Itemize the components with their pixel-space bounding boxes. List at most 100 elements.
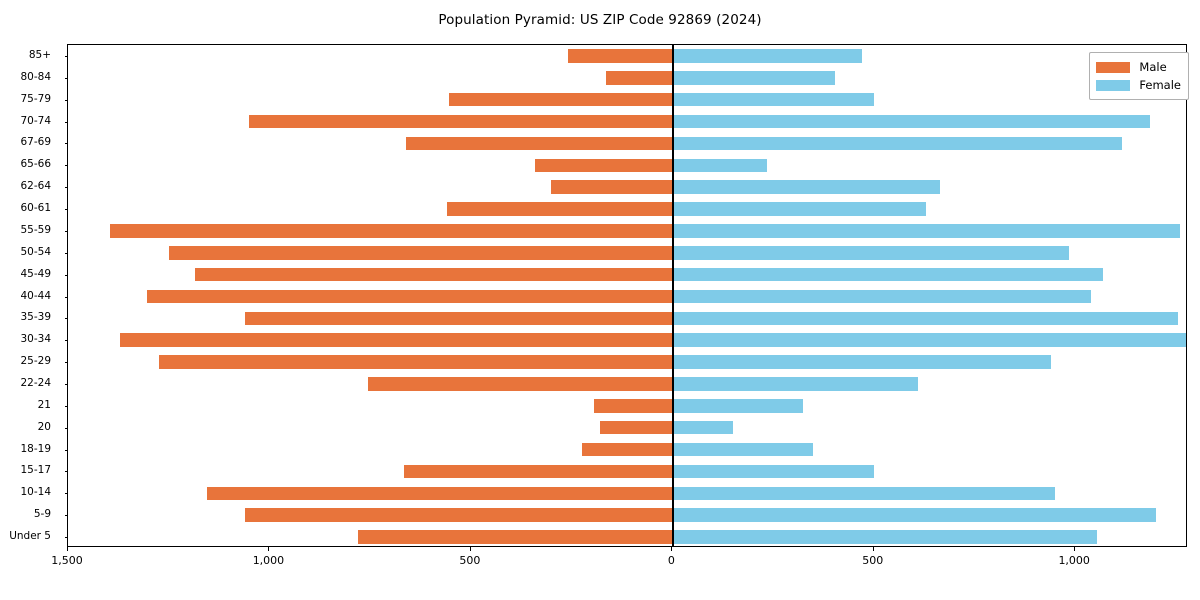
y-axis-tick-mark: [64, 143, 68, 145]
y-axis-tick-label: 15-17: [20, 464, 51, 477]
bar-female[interactable]: [672, 267, 1104, 282]
bar-male[interactable]: [567, 49, 673, 63]
y-axis-tick-label: 10-14: [20, 486, 51, 499]
y-axis-tick-mark: [64, 165, 68, 167]
y-axis-tick-label: 20: [37, 420, 51, 433]
bar-male[interactable]: [448, 92, 673, 107]
x-axis-tick-label: 500: [459, 554, 481, 567]
bar-male[interactable]: [406, 136, 673, 151]
bar-male[interactable]: [593, 399, 673, 413]
legend-entry-female[interactable]: Female: [1096, 76, 1181, 94]
bar-female[interactable]: [672, 158, 767, 173]
bar-male[interactable]: [120, 333, 673, 347]
bar-row: [68, 158, 1186, 173]
y-axis-tick-mark: [64, 209, 68, 211]
bar-female[interactable]: [672, 49, 862, 63]
bar-male[interactable]: [535, 158, 673, 173]
bar-male[interactable]: [245, 311, 673, 326]
bar-row: [68, 202, 1186, 216]
bar-female[interactable]: [672, 245, 1070, 260]
bar-male[interactable]: [581, 442, 673, 457]
y-axis-tick-label: 35-39: [20, 311, 51, 324]
bar-female[interactable]: [672, 464, 874, 479]
y-axis-tick-mark: [64, 362, 68, 364]
bar-row: [68, 442, 1186, 457]
y-axis-tick-mark: [64, 427, 68, 429]
bar-female[interactable]: [672, 333, 1186, 347]
bar-female[interactable]: [672, 136, 1122, 151]
zero-axis-line: [672, 45, 674, 546]
bar-row: [68, 71, 1186, 85]
y-axis-tick-mark: [64, 318, 68, 320]
bar-female[interactable]: [672, 530, 1098, 544]
bar-row: [68, 180, 1186, 194]
bar-male[interactable]: [158, 355, 673, 369]
bar-female[interactable]: [672, 180, 941, 194]
y-axis-tick-labels: Under 5 5-9 10-14 15-17 18-19 20 21 22-24 25-29 3…: [0, 44, 59, 547]
bar-female[interactable]: [672, 92, 874, 107]
bar-male[interactable]: [551, 180, 673, 194]
y-axis-tick-mark: [64, 493, 68, 495]
bar-female[interactable]: [672, 420, 733, 435]
bar-male[interactable]: [249, 114, 673, 129]
bar-row: [68, 530, 1186, 544]
bar-female[interactable]: [672, 311, 1178, 326]
bar-male[interactable]: [110, 224, 673, 238]
bar-row: [68, 333, 1186, 347]
bar-female[interactable]: [672, 486, 1056, 501]
y-axis-tick-mark: [64, 274, 68, 276]
bar-female[interactable]: [672, 224, 1180, 238]
bar-female[interactable]: [672, 399, 804, 413]
y-axis-tick-label: 22-24: [20, 376, 51, 389]
bars-layer: [68, 45, 1186, 546]
bar-male[interactable]: [605, 71, 673, 85]
y-axis-tick-mark: [64, 449, 68, 451]
y-axis-tick-mark: [64, 296, 68, 298]
bar-male[interactable]: [368, 377, 673, 391]
y-axis-tick-label: 40-44: [20, 289, 51, 302]
bar-female[interactable]: [672, 377, 919, 391]
bar-male[interactable]: [206, 486, 673, 501]
bar-row: [68, 267, 1186, 282]
y-axis-tick-mark: [64, 471, 68, 473]
bar-row: [68, 311, 1186, 326]
legend-label: Male: [1139, 60, 1167, 74]
bar-female[interactable]: [672, 442, 814, 457]
y-axis-tick-label: 25-29: [20, 355, 51, 368]
bar-male[interactable]: [446, 202, 673, 216]
bar-female[interactable]: [672, 202, 927, 216]
y-axis-tick-label: Under 5: [9, 530, 51, 543]
y-axis-tick-label: 62-64: [20, 180, 51, 193]
legend-label: Female: [1139, 78, 1181, 92]
bar-row: [68, 486, 1186, 501]
bar-row: [68, 399, 1186, 413]
bar-male[interactable]: [194, 267, 673, 282]
y-axis-tick-label: 67-69: [20, 136, 51, 149]
bar-male[interactable]: [168, 245, 673, 260]
y-axis-tick-mark: [64, 55, 68, 57]
bar-male[interactable]: [245, 508, 673, 522]
x-axis-tick-mark: [469, 547, 471, 551]
bar-row: [68, 377, 1186, 391]
bar-male[interactable]: [358, 530, 673, 544]
bar-female[interactable]: [672, 114, 1150, 129]
y-axis-tick-label: 65-66: [20, 158, 51, 171]
bar-female[interactable]: [672, 289, 1092, 304]
y-axis-tick-label: 55-59: [20, 223, 51, 236]
x-axis: 1,500 1,000 500 0 500 1,000: [51, 547, 1187, 587]
bar-male[interactable]: [146, 289, 673, 304]
y-axis-tick-label: 18-19: [20, 442, 51, 455]
bar-row: [68, 114, 1186, 129]
bar-female[interactable]: [672, 355, 1052, 369]
bar-row: [68, 420, 1186, 435]
legend-entry-male[interactable]: Male: [1096, 58, 1181, 76]
bar-male[interactable]: [404, 464, 673, 479]
bar-male[interactable]: [599, 420, 673, 435]
y-axis-tick-mark: [64, 187, 68, 189]
y-axis-tick-label: 75-79: [20, 92, 51, 105]
bar-female[interactable]: [672, 71, 836, 85]
bar-row: [68, 355, 1186, 369]
bar-female[interactable]: [672, 508, 1156, 522]
legend[interactable]: Male Female: [1089, 52, 1189, 100]
